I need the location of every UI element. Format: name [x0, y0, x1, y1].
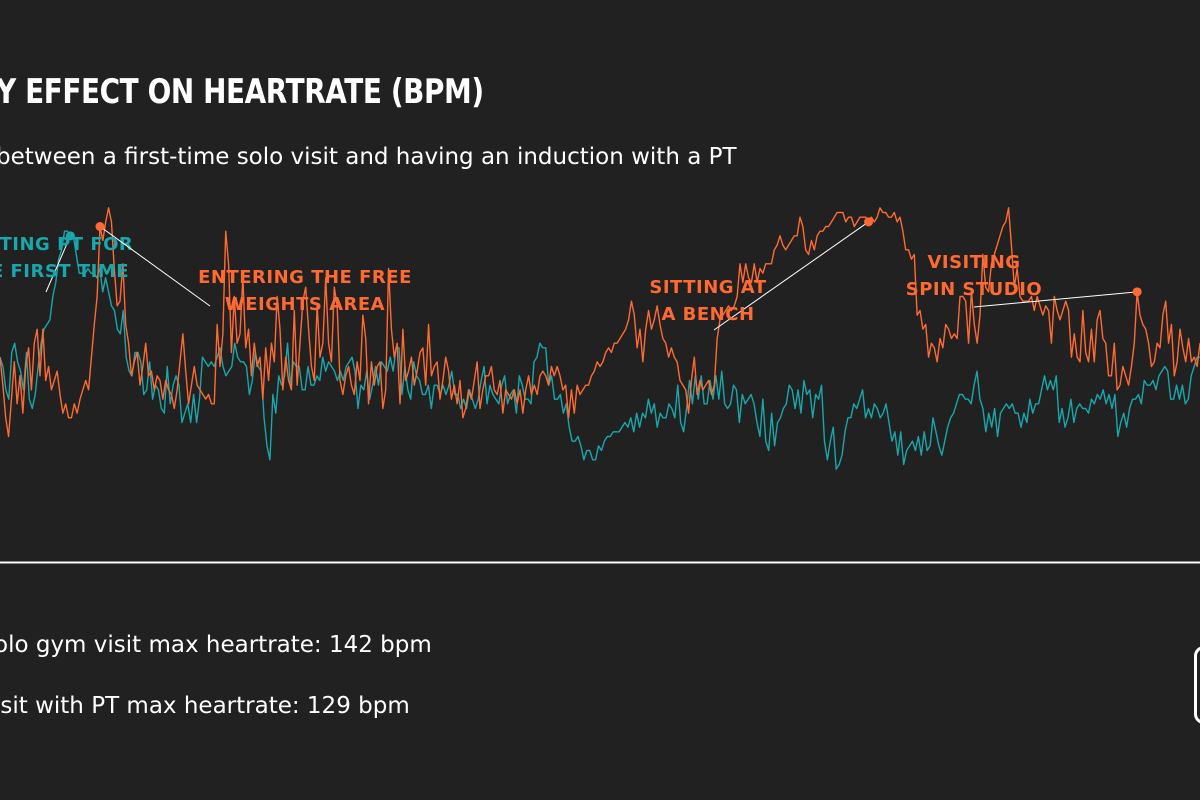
annotation-label-line: ETING PT FOR	[0, 234, 133, 255]
chart-title: Y EFFECT ON HEARTRATE (BPM)	[0, 72, 484, 112]
annotation-marker-dot	[1132, 287, 1142, 297]
annotation-label-line: VISITING	[927, 252, 1020, 273]
chart-subtitle: between a first-time solo visit and havi…	[0, 144, 737, 170]
annotation-label-line: E FIRST TIME	[0, 261, 129, 282]
annotation-label-line: A BENCH	[661, 304, 754, 325]
annotation-label-line: ENTERING THE FREE	[198, 267, 412, 288]
annotation-leader-line	[973, 291, 1138, 308]
annotation-marker-dot	[65, 231, 75, 241]
annotation-marker-dot	[864, 217, 874, 227]
solo-max-heartrate-text: olo gym visit max heartrate: 142 bpm	[0, 632, 432, 658]
corner-badge-shape	[1194, 646, 1200, 724]
solo-heartrate-series-line	[0, 207, 1200, 438]
pt-heartrate-series-line	[0, 230, 1200, 470]
pt-max-heartrate-text: isit with PT max heartrate: 129 bpm	[0, 693, 410, 719]
annotation-leader-line	[45, 235, 71, 293]
annotation-leader-line	[99, 226, 211, 307]
annotation-label-line: SITTING AT	[649, 277, 766, 298]
annotation-marker-dot	[95, 222, 105, 231]
annotation-label-line: SPIN STUDIO	[906, 279, 1042, 300]
annotation-label-line: WEIGHTS AREA	[225, 294, 385, 315]
annotation-label: SITTING AT A BENCH	[649, 277, 766, 325]
annotation-label: ETING PT FOR E FIRST TIME	[0, 234, 133, 282]
annotation-label: VISITING SPIN STUDIO	[906, 252, 1042, 300]
annotation-label: ENTERING THE FREE WEIGHTS AREA	[198, 267, 412, 315]
annotation-leader-line	[713, 221, 869, 331]
